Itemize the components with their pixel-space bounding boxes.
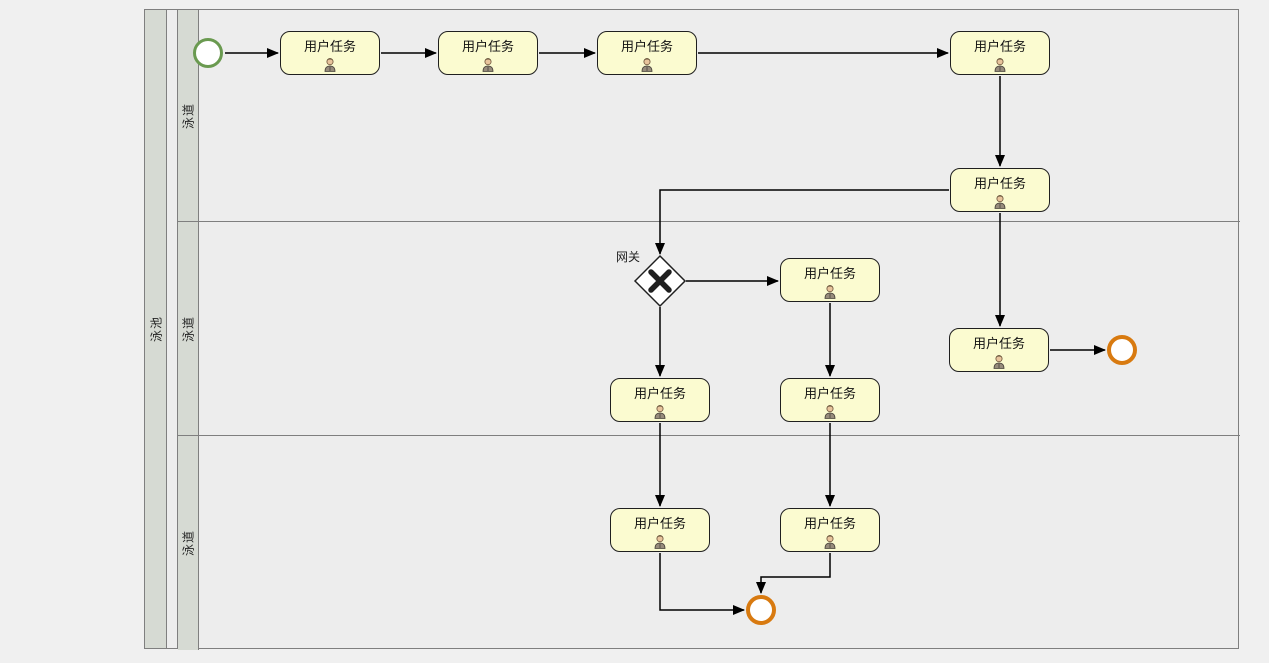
user-task-2[interactable]: 用户任务 <box>438 31 538 75</box>
user-icon <box>824 405 836 419</box>
task-label: 用户任务 <box>633 386 686 401</box>
lane-3[interactable]: 泳道 <box>178 435 1240 650</box>
user-task-8[interactable]: 用户任务 <box>610 378 710 422</box>
task-label: 用户任务 <box>973 39 1026 54</box>
user-task-1[interactable]: 用户任务 <box>280 31 380 75</box>
user-task-5[interactable]: 用户任务 <box>950 168 1050 212</box>
user-icon <box>993 355 1005 369</box>
user-icon <box>994 58 1006 72</box>
task-label: 用户任务 <box>803 516 856 531</box>
user-icon <box>324 58 336 72</box>
user-icon <box>994 195 1006 209</box>
user-icon <box>654 405 666 419</box>
task-label: 用户任务 <box>803 386 856 401</box>
user-task-10[interactable]: 用户任务 <box>610 508 710 552</box>
user-task-9[interactable]: 用户任务 <box>780 378 880 422</box>
user-icon <box>654 535 666 549</box>
lane-label-strip[interactable]: 泳道 <box>178 222 199 435</box>
lane-label-strip[interactable]: 泳道 <box>178 436 199 650</box>
task-label: 用户任务 <box>303 39 356 54</box>
task-label: 用户任务 <box>803 266 856 281</box>
end-event-2[interactable] <box>746 595 776 625</box>
task-label: 用户任务 <box>461 39 514 54</box>
user-task-3[interactable]: 用户任务 <box>597 31 697 75</box>
end-event-1[interactable] <box>1107 335 1137 365</box>
task-label: 用户任务 <box>633 516 686 531</box>
task-label: 用户任务 <box>620 39 673 54</box>
task-label: 用户任务 <box>972 336 1025 351</box>
user-icon <box>641 58 653 72</box>
user-task-7[interactable]: 用户任务 <box>949 328 1049 372</box>
lane-label-strip[interactable]: 泳道 <box>178 10 199 221</box>
user-icon <box>824 535 836 549</box>
user-task-4[interactable]: 用户任务 <box>950 31 1050 75</box>
task-label: 用户任务 <box>973 176 1026 191</box>
lane-1[interactable]: 泳道 <box>178 10 1240 221</box>
gateway-label: 网关 <box>616 250 641 264</box>
pool-label-strip[interactable]: 泳池 <box>145 10 167 648</box>
start-event[interactable] <box>193 38 223 68</box>
user-task-6[interactable]: 用户任务 <box>780 258 880 302</box>
user-icon <box>482 58 494 72</box>
user-icon <box>824 285 836 299</box>
user-task-11[interactable]: 用户任务 <box>780 508 880 552</box>
